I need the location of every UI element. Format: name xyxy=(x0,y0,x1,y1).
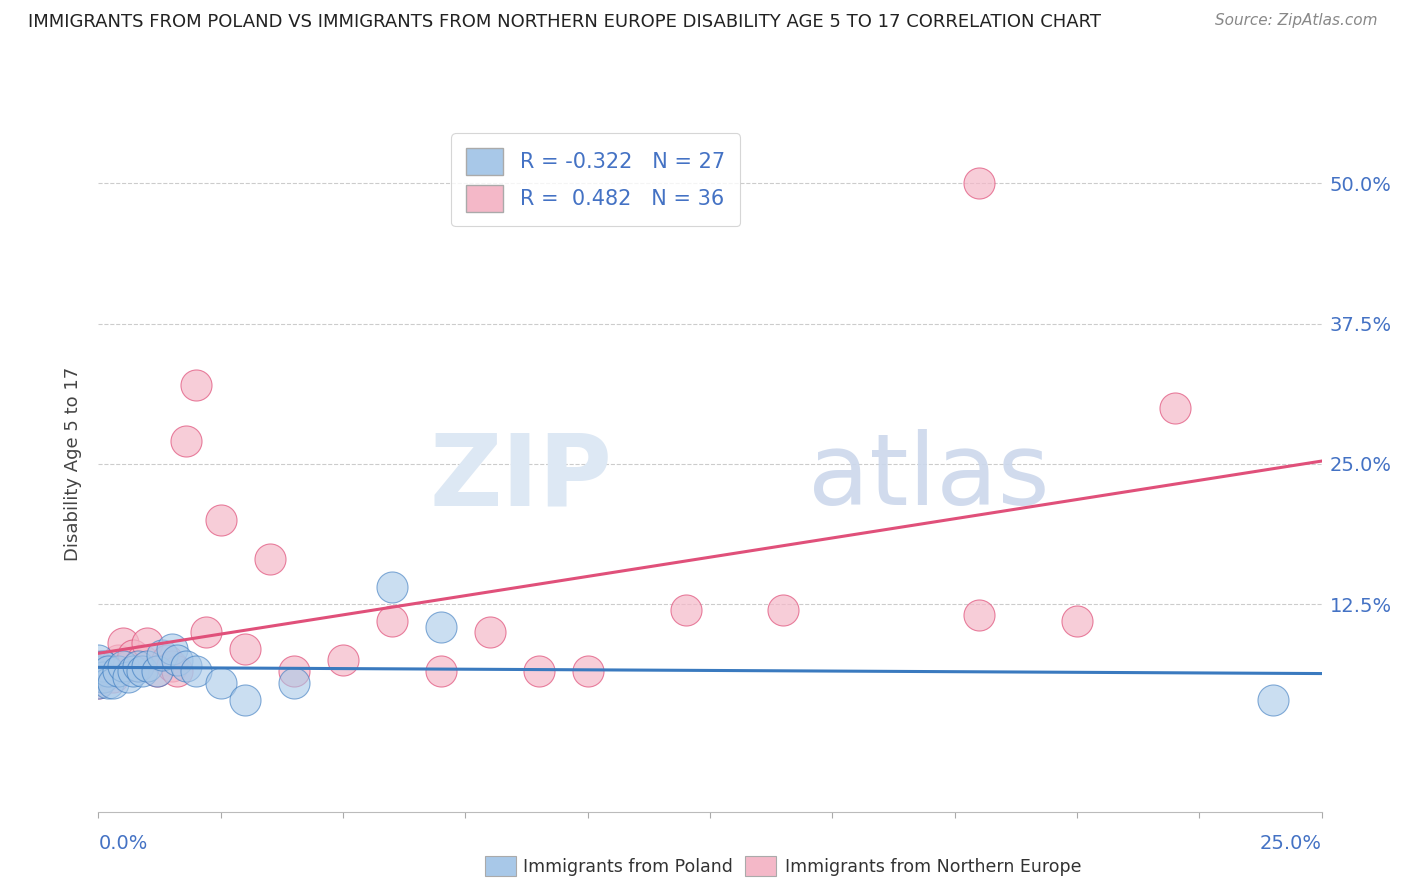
Point xyxy=(87,658,110,673)
Point xyxy=(675,603,697,617)
Point xyxy=(1066,614,1088,628)
Text: Source: ZipAtlas.com: Source: ZipAtlas.com xyxy=(1215,13,1378,29)
Point xyxy=(87,653,110,667)
Text: Immigrants from Northern Europe: Immigrants from Northern Europe xyxy=(785,858,1081,876)
Point xyxy=(87,675,110,690)
Point xyxy=(97,665,120,679)
Point xyxy=(136,658,159,673)
Point xyxy=(87,675,110,690)
Text: atlas: atlas xyxy=(808,429,1049,526)
Point xyxy=(117,670,139,684)
Point xyxy=(97,665,120,679)
Point xyxy=(136,636,159,650)
Point xyxy=(166,653,188,667)
Point xyxy=(967,176,990,190)
Point xyxy=(283,675,305,690)
Point xyxy=(772,603,794,617)
Point xyxy=(166,665,188,679)
Point xyxy=(209,675,232,690)
Point xyxy=(209,513,232,527)
Point xyxy=(195,625,218,640)
Point xyxy=(1164,401,1187,415)
Point xyxy=(150,648,173,662)
Point xyxy=(127,658,149,673)
Text: Immigrants from Poland: Immigrants from Poland xyxy=(523,858,733,876)
Point xyxy=(101,670,124,684)
Point xyxy=(91,658,114,673)
Point xyxy=(259,552,281,566)
Point xyxy=(87,665,110,679)
Point xyxy=(381,580,404,594)
Point xyxy=(576,665,599,679)
Point xyxy=(127,658,149,673)
Point xyxy=(332,653,354,667)
Point xyxy=(111,658,134,673)
Point xyxy=(117,658,139,673)
Point xyxy=(146,665,169,679)
Point xyxy=(967,608,990,623)
Text: ZIP: ZIP xyxy=(429,429,612,526)
Point xyxy=(107,665,129,679)
Point xyxy=(176,658,198,673)
Point xyxy=(146,665,169,679)
Point xyxy=(121,665,143,679)
Point xyxy=(233,692,256,706)
Point xyxy=(91,670,114,684)
Point xyxy=(186,665,208,679)
Point xyxy=(160,642,183,657)
Point xyxy=(111,636,134,650)
Point xyxy=(381,614,404,628)
Y-axis label: Disability Age 5 to 17: Disability Age 5 to 17 xyxy=(63,367,82,561)
Point xyxy=(131,653,153,667)
Point xyxy=(1261,692,1284,706)
Point xyxy=(430,665,453,679)
Point xyxy=(101,675,124,690)
Point xyxy=(156,653,179,667)
Point xyxy=(176,434,198,449)
Text: IMMIGRANTS FROM POLAND VS IMMIGRANTS FROM NORTHERN EUROPE DISABILITY AGE 5 TO 17: IMMIGRANTS FROM POLAND VS IMMIGRANTS FRO… xyxy=(28,13,1101,31)
Point xyxy=(186,378,208,392)
Point xyxy=(97,675,120,690)
Point xyxy=(430,619,453,633)
Point xyxy=(233,642,256,657)
Text: 25.0%: 25.0% xyxy=(1260,834,1322,853)
Point xyxy=(121,648,143,662)
Point xyxy=(87,665,110,679)
Legend: R = -0.322   N = 27, R =  0.482   N = 36: R = -0.322 N = 27, R = 0.482 N = 36 xyxy=(451,133,740,227)
Text: 0.0%: 0.0% xyxy=(98,834,148,853)
Point xyxy=(527,665,550,679)
Point xyxy=(478,625,501,640)
Point xyxy=(160,658,183,673)
Point xyxy=(107,653,129,667)
Point xyxy=(131,665,153,679)
Point xyxy=(91,670,114,684)
Point xyxy=(283,665,305,679)
